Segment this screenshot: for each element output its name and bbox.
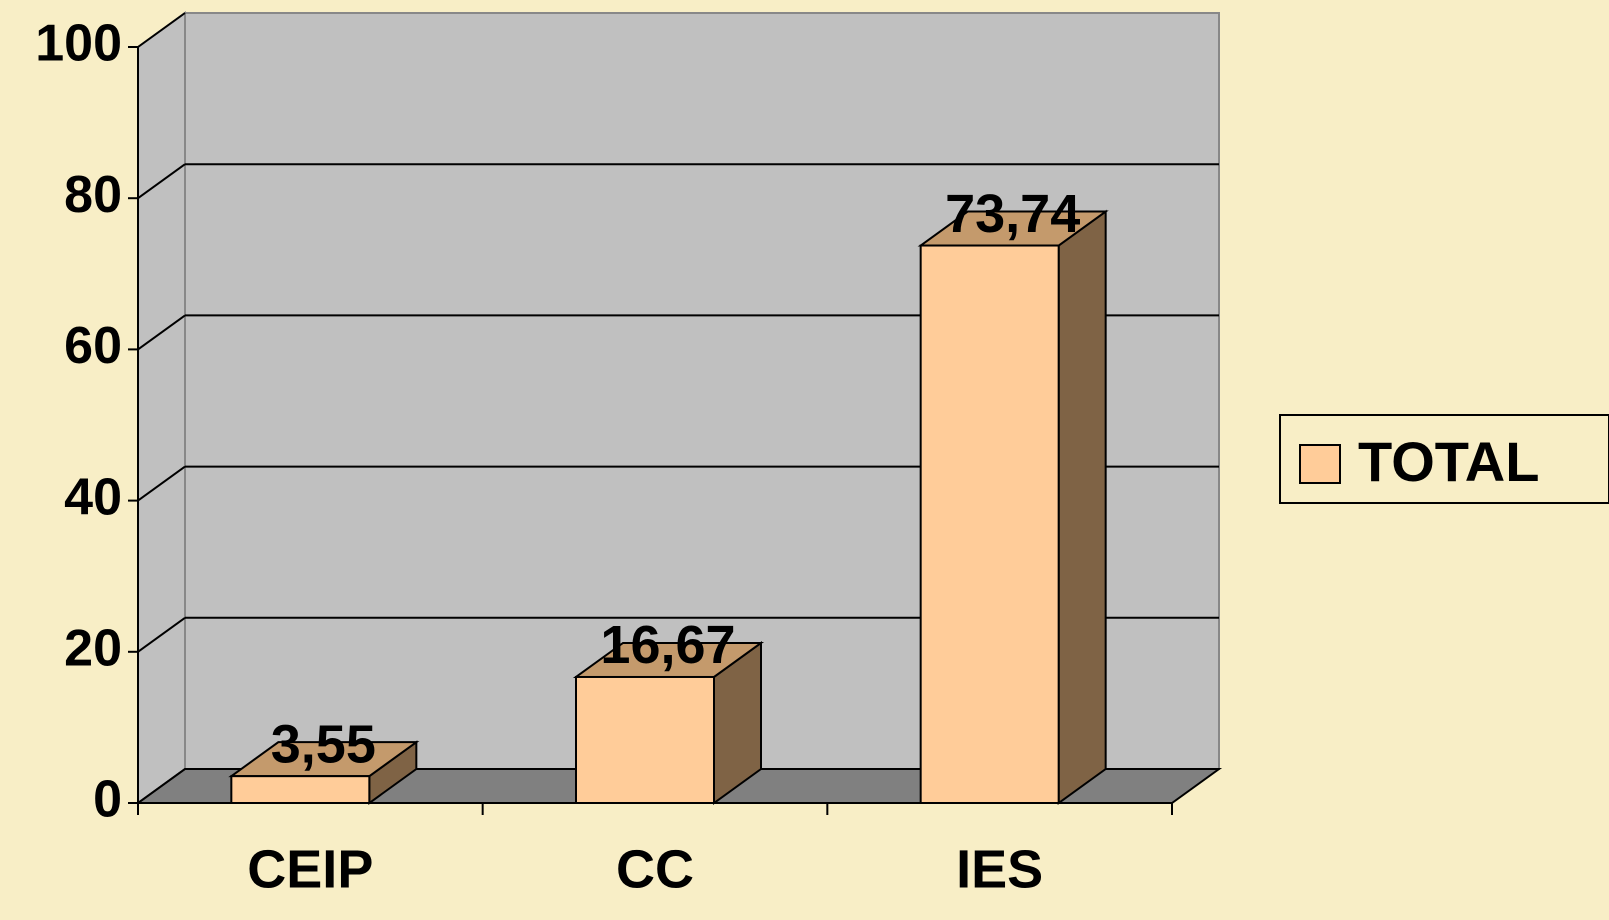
bar-side xyxy=(1057,209,1107,805)
y-tick-label: 100 xyxy=(35,15,122,73)
grid-line xyxy=(137,163,186,200)
x-tick-label: CEIP xyxy=(247,839,373,899)
y-tick-label: 0 xyxy=(93,771,122,829)
y-tick-label: 40 xyxy=(64,468,122,526)
bar xyxy=(575,675,715,804)
y-tick-label: 20 xyxy=(64,620,122,678)
grid-line xyxy=(137,616,186,653)
data-label: 3,55 xyxy=(271,714,376,774)
grid-line xyxy=(137,465,186,502)
side-wall xyxy=(137,11,186,805)
bar xyxy=(230,775,371,804)
bar xyxy=(919,244,1060,805)
data-label: 73,74 xyxy=(945,184,1080,244)
data-label: 16,67 xyxy=(600,615,735,675)
grid-line xyxy=(137,314,186,351)
y-tick-label: 60 xyxy=(64,317,122,375)
x-tick-label: CC xyxy=(616,839,694,899)
y-tick-label: 80 xyxy=(64,166,122,224)
grid-line xyxy=(137,768,186,804)
grid-line xyxy=(137,12,186,48)
legend-swatch xyxy=(1299,444,1341,484)
x-tick-label: IES xyxy=(956,839,1043,899)
legend-label: TOTAL xyxy=(1358,430,1539,493)
